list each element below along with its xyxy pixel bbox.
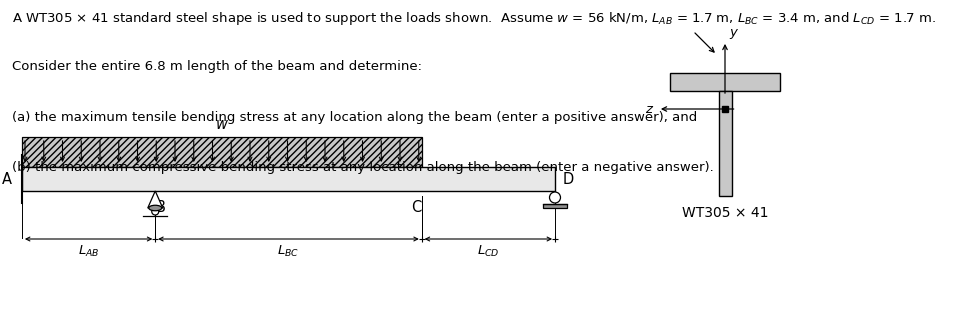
Bar xyxy=(22,137,421,167)
Bar xyxy=(22,167,555,191)
Text: $L_{BC}$: $L_{BC}$ xyxy=(278,244,300,259)
Bar xyxy=(543,204,567,208)
Text: $L_{AB}$: $L_{AB}$ xyxy=(78,244,99,259)
Polygon shape xyxy=(148,191,163,208)
Bar xyxy=(670,73,780,91)
Text: (b) the maximum compressive bending stress at any location along the beam (enter: (b) the maximum compressive bending stre… xyxy=(12,161,714,174)
Text: $L_{CD}$: $L_{CD}$ xyxy=(477,244,500,259)
Text: y: y xyxy=(729,26,737,39)
Text: w: w xyxy=(216,117,228,132)
Text: A WT305 × 41 standard steel shape is used to support the loads shown.  Assume $w: A WT305 × 41 standard steel shape is use… xyxy=(12,10,935,27)
Text: z: z xyxy=(645,103,652,116)
Text: A: A xyxy=(2,172,12,187)
Circle shape xyxy=(550,192,560,203)
Text: WT305 × 41: WT305 × 41 xyxy=(682,206,768,220)
Text: D: D xyxy=(563,172,574,187)
Text: (a) the maximum tensile bending stress at any location along the beam (enter a p: (a) the maximum tensile bending stress a… xyxy=(12,111,697,124)
Text: Consider the entire 6.8 m length of the beam and determine:: Consider the entire 6.8 m length of the … xyxy=(12,60,421,73)
Circle shape xyxy=(151,208,158,215)
Ellipse shape xyxy=(149,205,162,211)
Text: C: C xyxy=(412,200,421,215)
Text: B: B xyxy=(155,200,165,215)
Bar xyxy=(719,91,731,196)
